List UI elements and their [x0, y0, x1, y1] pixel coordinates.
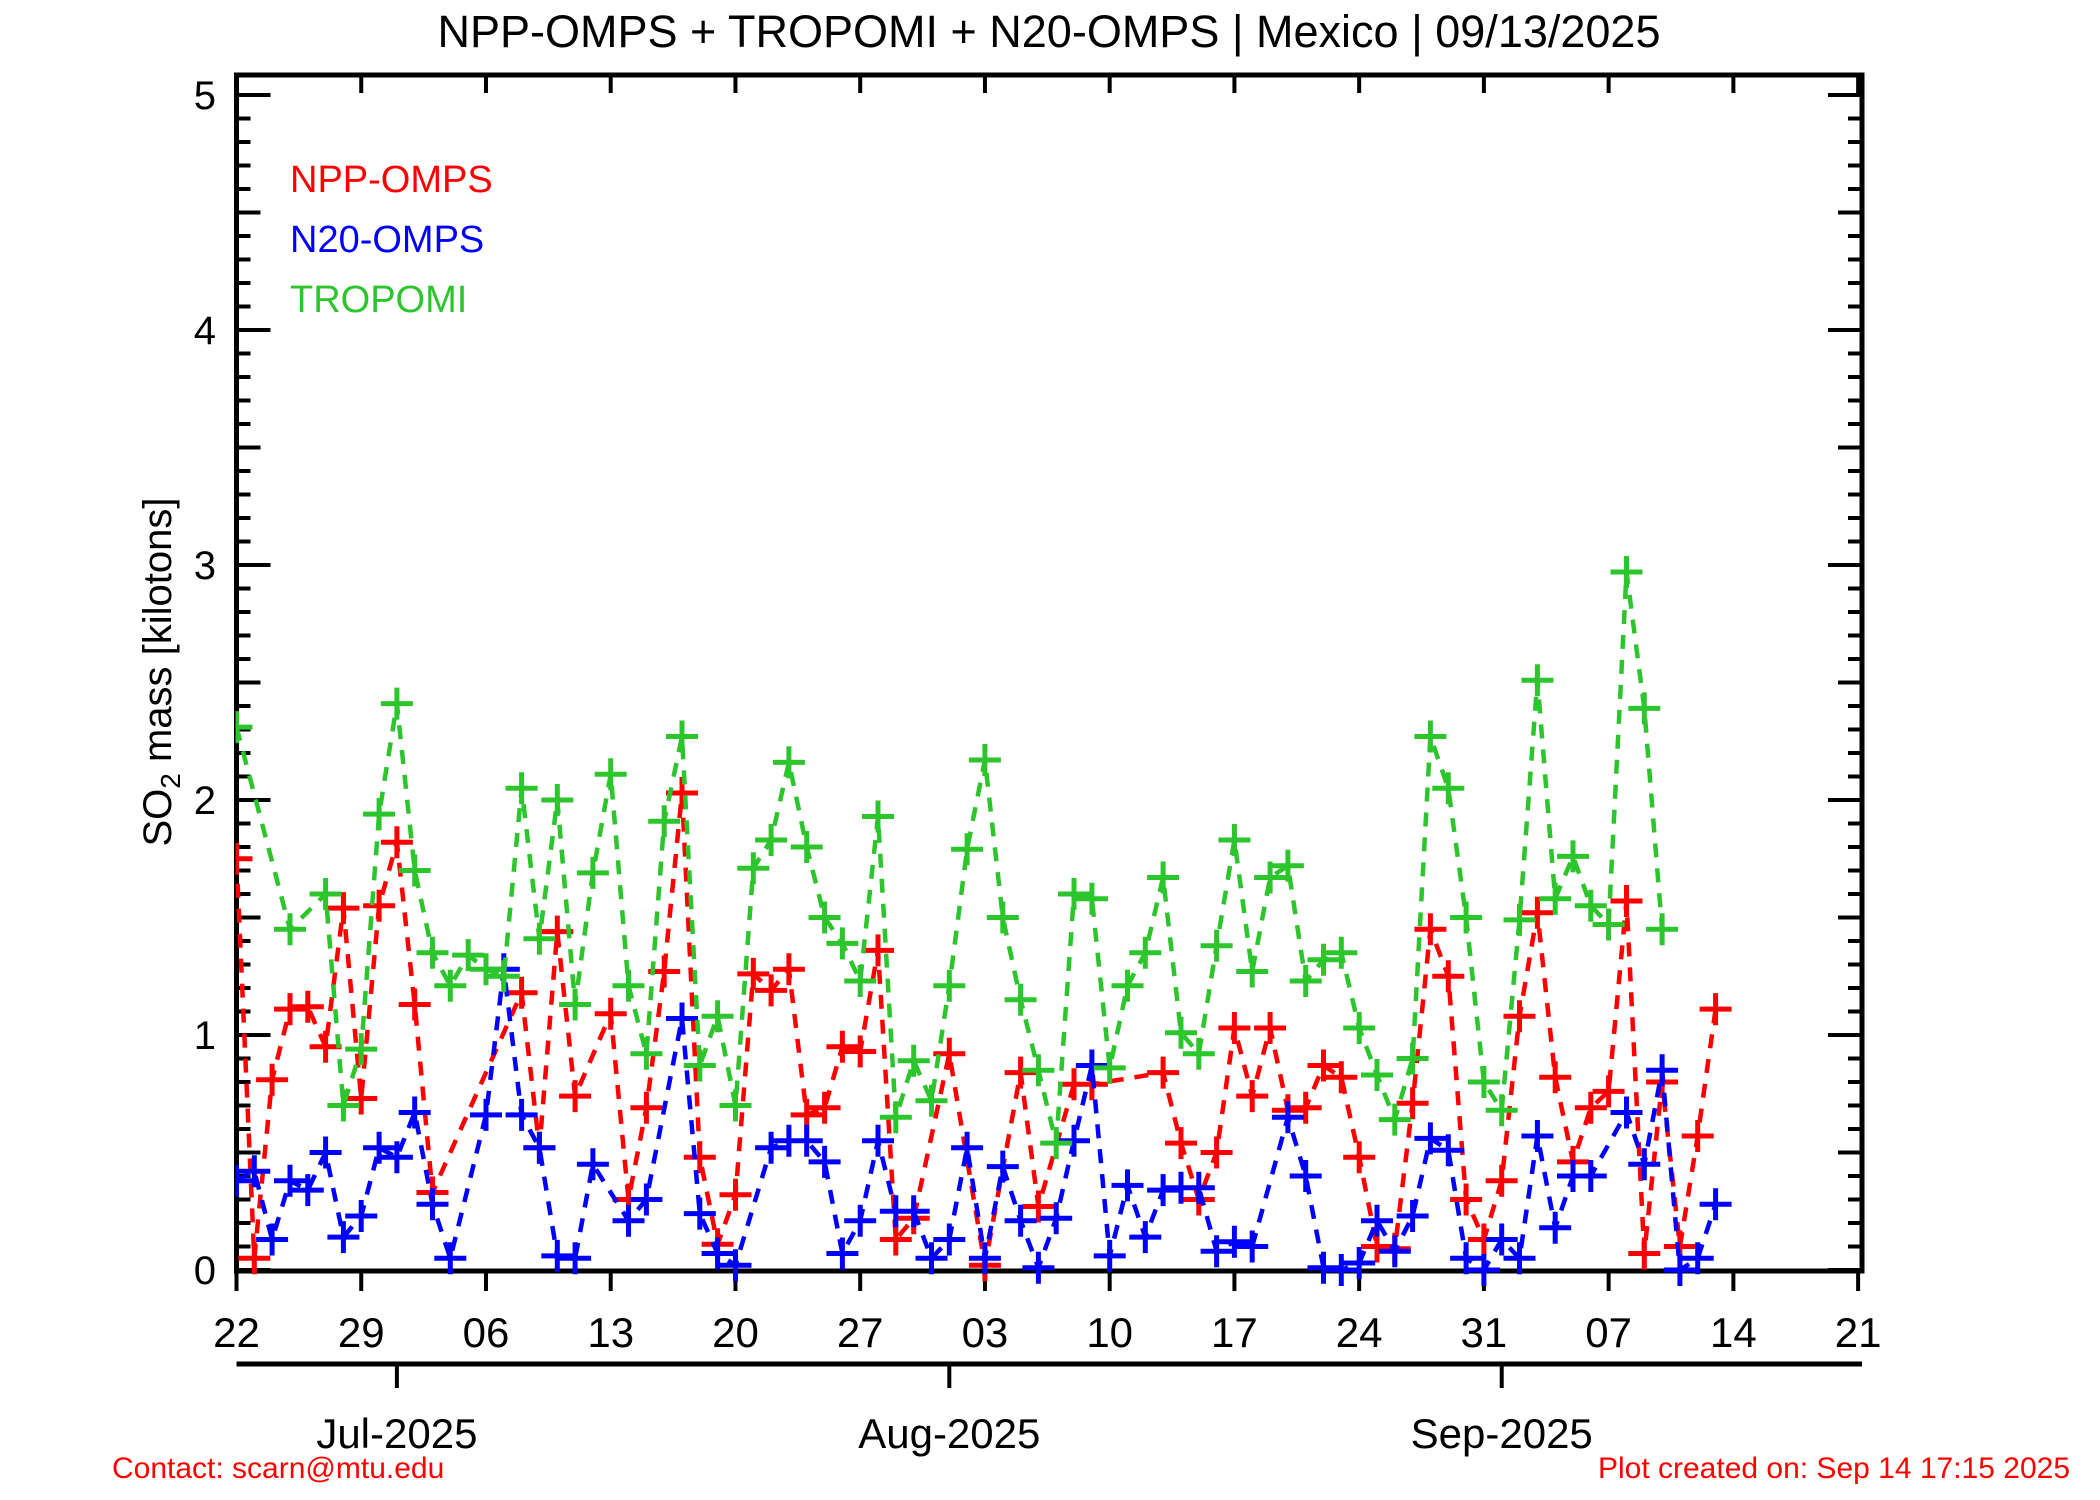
series-n20-omps: [235, 953, 1732, 1286]
y-tick-label: 2: [194, 779, 216, 823]
month-axis: Jul-2025 Aug-2025 Sep-2025: [236, 1361, 1862, 1457]
n20-omps-line: [235, 968, 1718, 1275]
month-label: Sep-2025: [1411, 1410, 1593, 1457]
x-tick-label: 31: [1461, 1309, 1508, 1356]
x-tick-label: 22: [213, 1309, 260, 1356]
y-axis-tick-labels: 0 1 2 3 4 5: [194, 74, 216, 1293]
x-tick-label: 10: [1086, 1309, 1133, 1356]
tropomi-markers: [235, 556, 1679, 1160]
n20-omps-markers: [235, 953, 1732, 1286]
x-axis-tick-labels: 22 29 06 13 20 27 03 10 17 24 31 07 14 21: [213, 1309, 1881, 1356]
legend-item-tropomi: TROPOMI: [290, 279, 468, 321]
x-tick-label: 06: [463, 1309, 510, 1356]
x-tick-label: 03: [962, 1309, 1009, 1356]
npp-omps-markers: [235, 777, 1732, 1282]
contact-footer: Contact: scarn@mtu.edu: [112, 1452, 445, 1485]
chart-title: NPP-OMPS + TROPOMI + N20-OMPS | Mexico |…: [437, 6, 1661, 57]
plot-created-footer: Plot created on: Sep 14 17:15 2025: [1597, 1452, 2070, 1485]
x-tick-label: 27: [837, 1309, 884, 1356]
plot-frame: [234, 72, 1865, 1274]
legend-item-n20-omps: N20-OMPS: [290, 219, 485, 261]
legend-item-npp-omps: NPP-OMPS: [290, 159, 493, 201]
y-axis-ticks: [236, 93, 1862, 1272]
month-label: Aug-2025: [858, 1410, 1040, 1457]
x-tick-label: 17: [1211, 1309, 1258, 1356]
tropomi-line: [235, 571, 1665, 1144]
y-tick-label: 5: [194, 74, 216, 118]
x-tick-label: 07: [1585, 1309, 1632, 1356]
y-tick-label: 0: [194, 1249, 216, 1293]
x-tick-label: 13: [587, 1309, 634, 1356]
x-tick-label: 20: [712, 1309, 759, 1356]
chart-legend: NPP-OMPS N20-OMPS TROPOMI: [290, 150, 493, 330]
y-tick-label: 4: [194, 309, 216, 353]
x-tick-label: 21: [1835, 1309, 1882, 1356]
y-tick-label: 3: [194, 544, 216, 588]
y-tick-label: 1: [194, 1014, 216, 1058]
x-tick-label: 29: [338, 1309, 385, 1356]
y-axis-title: SO2 mass [kilotons]: [136, 497, 186, 847]
x-tick-label: 24: [1336, 1309, 1383, 1356]
series-tropomi: [235, 556, 1679, 1160]
npp-omps-line: [235, 792, 1718, 1266]
x-tick-label: 14: [1710, 1309, 1757, 1356]
month-label: Jul-2025: [316, 1410, 477, 1457]
